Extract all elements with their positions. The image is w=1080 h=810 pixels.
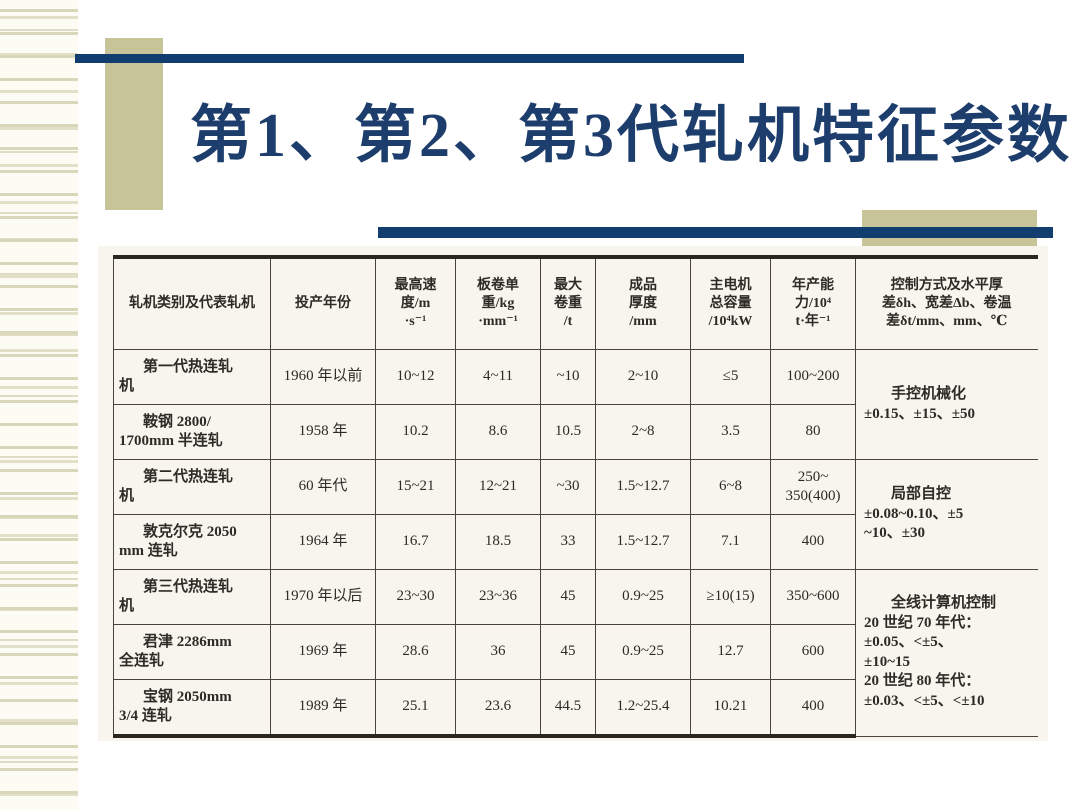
value-cell: 23.6 [455,679,541,738]
value-cell: 400 [770,514,856,570]
value-cell: 80 [770,404,856,460]
table-row: 君津 2286mm 全连轧 1969 年 28.6 36 45 0.9~25 1… [113,624,1038,680]
value-cell: 8.6 [455,404,541,460]
table-row: 鞍钢 2800/ 1700mm 半连轧 1958 年 10.2 8.6 10.5… [113,404,1038,460]
value-cell: 1.2~25.4 [595,679,691,738]
header-motor-capacity: 主电机 总容量 /10⁴kW [690,255,771,350]
value-cell: 2~10 [595,349,691,405]
table-row: 第二代热连轧 机 60 年代 15~21 12~21 ~30 1.5~12.7 … [113,459,1038,570]
value-cell: ~10 [540,349,596,405]
olive-vertical-block [105,38,163,210]
value-cell: 1.5~12.7 [595,514,691,570]
value-cell: 25.1 [375,679,456,738]
value-cell: 0.9~25 [595,569,691,625]
value-cell: 1960 年以前 [270,349,376,405]
row-label-cell: 敦克尔克 2050 mm 连轧 [113,514,271,570]
slide-title: 第1、第2、第3代轧机特征参数 [190,102,1073,170]
value-cell: 60 年代 [270,459,376,515]
value-cell: 45 [540,624,596,680]
top-navy-rule [75,54,744,63]
value-cell: 23~30 [375,569,456,625]
value-cell: 1970 年以后 [270,569,376,625]
header-control-mode: 控制方式及水平厚 差δh、宽差Δb、卷温 差δt/mm、mm、℃ [855,255,1038,350]
scanned-table-region: 轧机类别及代表轧机 投产年份 最高速 度/m ·s⁻¹ 板卷单 重/kg ·mm… [98,246,1048,741]
header-annual-capacity: 年产能 力/10⁴ t·年⁻¹ [770,255,856,350]
value-cell: 1.5~12.7 [595,459,691,515]
value-cell: 7.1 [690,514,771,570]
value-cell: 45 [540,569,596,625]
value-cell: 16.7 [375,514,456,570]
mill-parameters-table: 轧机类别及代表轧机 投产年份 最高速 度/m ·s⁻¹ 板卷单 重/kg ·mm… [113,255,1038,738]
header-row: 轧机类别及代表轧机 投产年份 最高速 度/m ·s⁻¹ 板卷单 重/kg ·mm… [113,255,1038,350]
value-cell: 1958 年 [270,404,376,460]
value-cell: 10.2 [375,404,456,460]
value-cell: 10.21 [690,679,771,738]
value-cell: 600 [770,624,856,680]
value-cell: 1964 年 [270,514,376,570]
header-coil-unit-weight: 板卷单 重/kg ·mm⁻¹ [455,255,541,350]
header-year: 投产年份 [270,255,376,350]
value-cell: 400 [770,679,856,738]
control-cell: 全线计算机控制 20 世纪 70 年代： ±0.05、<±5、 ±10~15 2… [855,569,1038,737]
value-cell: 18.5 [455,514,541,570]
row-label-cell: 第二代热连轧 机 [113,459,271,515]
header-max-coil-weight: 最大 卷重 /t [540,255,596,350]
value-cell: ≥10(15) [690,569,771,625]
header-mill-type: 轧机类别及代表轧机 [113,255,271,350]
value-cell: 15~21 [375,459,456,515]
value-cell: 1989 年 [270,679,376,738]
value-cell: 10.5 [540,404,596,460]
table-row: 宝钢 2050mm 3/4 连轧 1989 年 25.1 23.6 44.5 1… [113,679,1038,738]
control-cell: 手控机械化 ±0.15、±15、±50 [855,349,1038,460]
value-cell: 1969 年 [270,624,376,680]
row-label-cell: 第三代热连轧 机 [113,569,271,625]
table-row: 第三代热连轧 机 1970 年以后 23~30 23~36 45 0.9~25 … [113,569,1038,737]
value-cell: ≤5 [690,349,771,405]
row-label-cell: 宝钢 2050mm 3/4 连轧 [113,679,271,738]
row-label-cell: 君津 2286mm 全连轧 [113,624,271,680]
value-cell: 3.5 [690,404,771,460]
value-cell: 0.9~25 [595,624,691,680]
header-max-speed: 最高速 度/m ·s⁻¹ [375,255,456,350]
mid-navy-rule [378,227,1053,238]
value-cell: 100~200 [770,349,856,405]
left-stripe-decoration [0,0,78,810]
value-cell: 12~21 [455,459,541,515]
table-row: 敦克尔克 2050 mm 连轧 1964 年 16.7 18.5 33 1.5~… [113,514,1038,570]
value-cell: 33 [540,514,596,570]
value-cell: 10~12 [375,349,456,405]
value-cell: 23~36 [455,569,541,625]
table-row: 第一代热连轧 机 1960 年以前 10~12 4~11 ~10 2~10 ≤5… [113,349,1038,460]
row-label-cell: 鞍钢 2800/ 1700mm 半连轧 [113,404,271,460]
value-cell: 350~600 [770,569,856,625]
value-cell: 36 [455,624,541,680]
control-cell: 局部自控 ±0.08~0.10、±5 ~10、±30 [855,459,1038,570]
value-cell: 12.7 [690,624,771,680]
value-cell: 4~11 [455,349,541,405]
header-thickness: 成品 厚度 /mm [595,255,691,350]
value-cell: 2~8 [595,404,691,460]
value-cell: 28.6 [375,624,456,680]
value-cell: 44.5 [540,679,596,738]
value-cell: ~30 [540,459,596,515]
value-cell: 250~ 350(400) [770,459,856,515]
value-cell: 6~8 [690,459,771,515]
row-label-cell: 第一代热连轧 机 [113,349,271,405]
